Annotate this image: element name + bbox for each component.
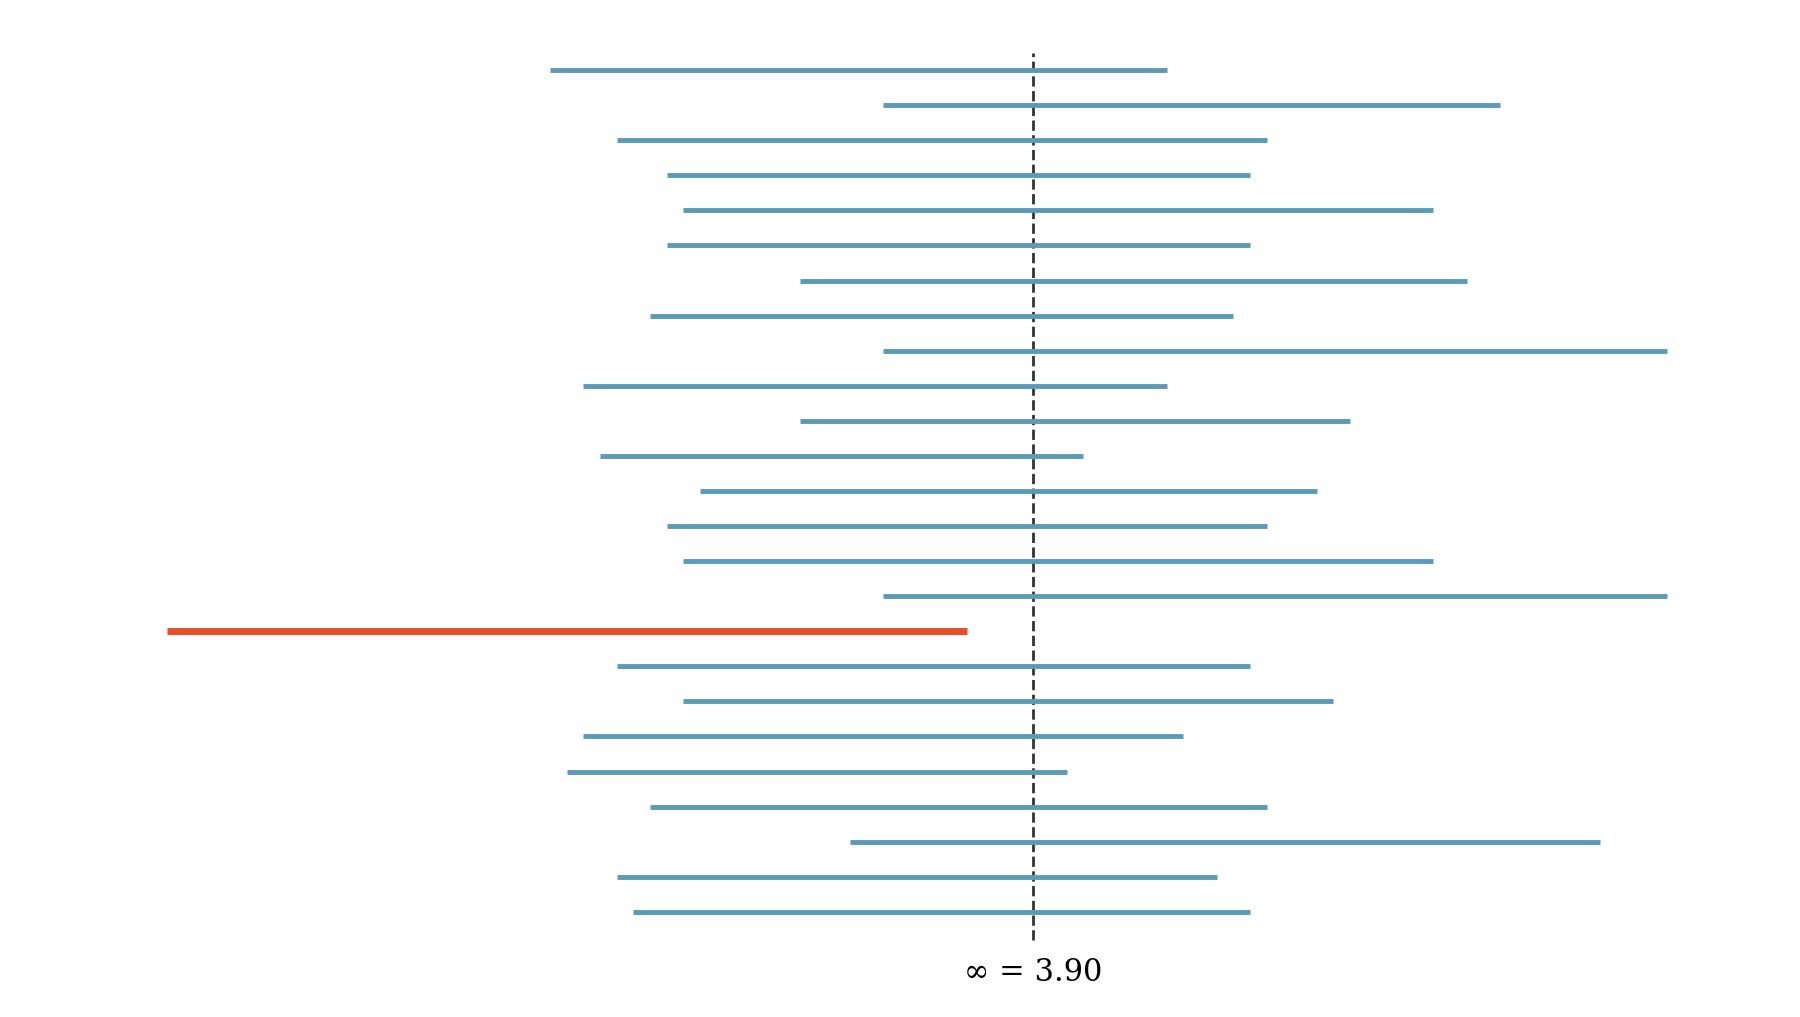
Text: ∞ = 3.90: ∞ = 3.90: [965, 957, 1103, 989]
